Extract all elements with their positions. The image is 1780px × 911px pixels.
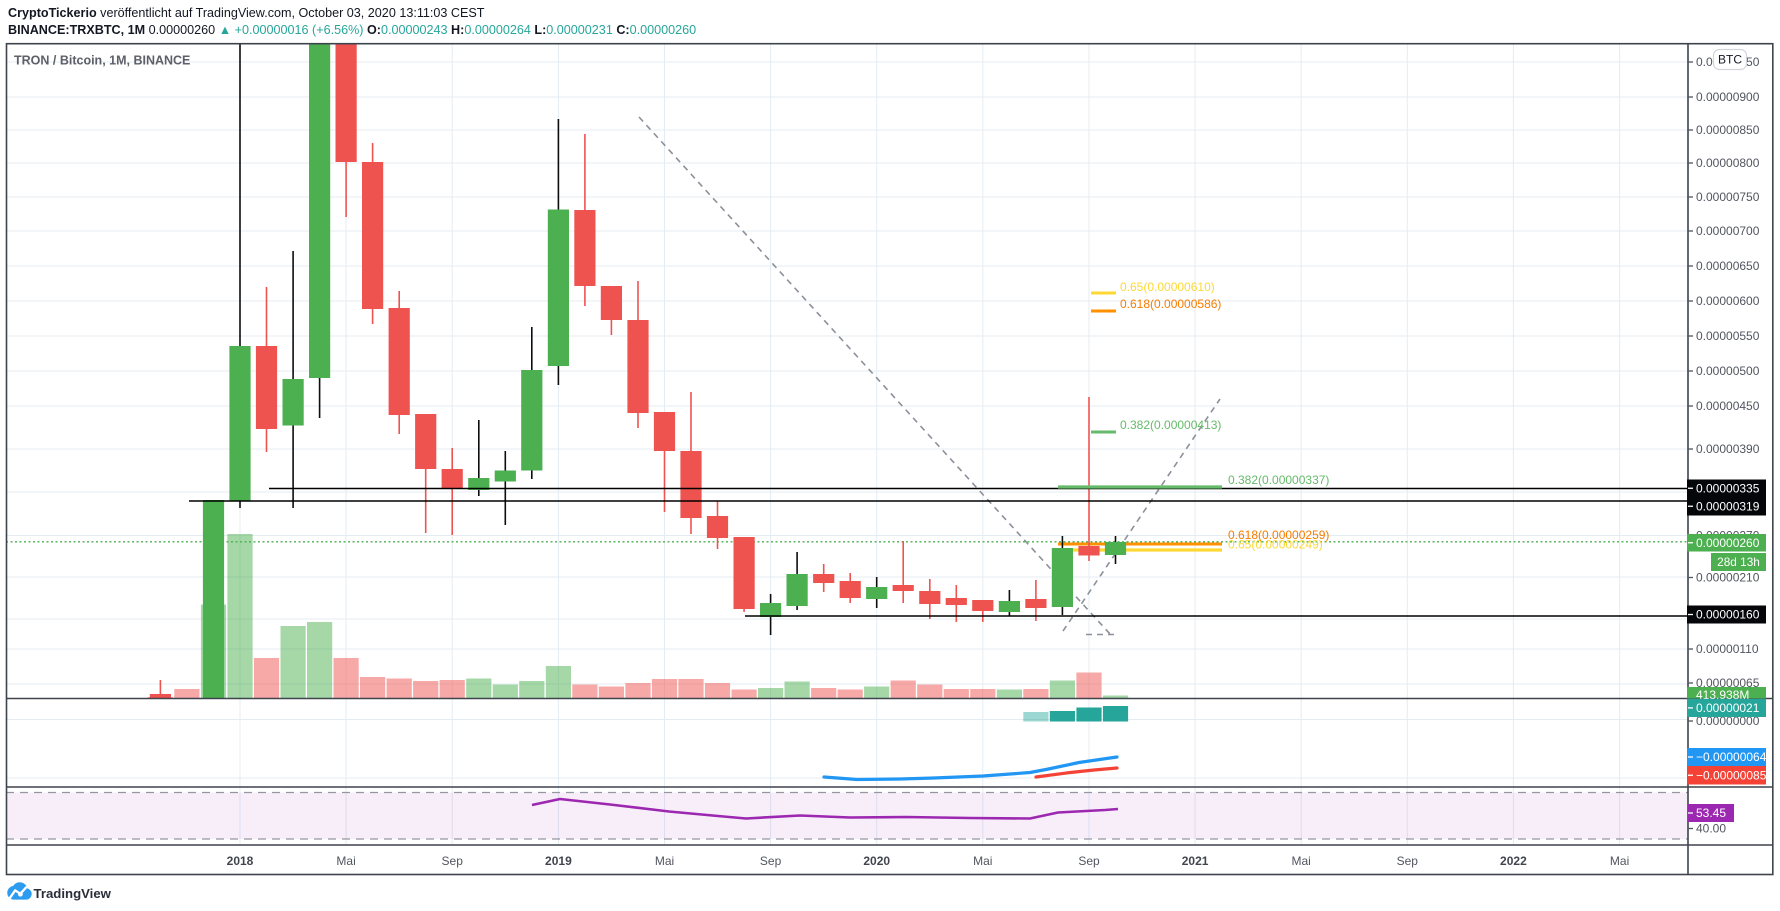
- svg-text:0.618(0.00000586): 0.618(0.00000586): [1120, 297, 1221, 311]
- svg-text:0.00000900: 0.00000900: [1696, 90, 1760, 104]
- svg-text:TRON / Bitcoin, 1M, BINANCE: TRON / Bitcoin, 1M, BINANCE: [14, 54, 190, 68]
- svg-text:0.00000021: 0.00000021: [1696, 701, 1760, 715]
- svg-text:0.65(0.00000249): 0.65(0.00000249): [1228, 538, 1323, 552]
- svg-text:0.00000550: 0.00000550: [1696, 329, 1760, 343]
- svg-text:0.00000850: 0.00000850: [1696, 123, 1760, 137]
- svg-text:0.00000390: 0.00000390: [1696, 442, 1760, 456]
- svg-text:0.00000650: 0.00000650: [1696, 259, 1760, 273]
- svg-text:Sep: Sep: [442, 854, 464, 868]
- svg-text:0.00000800: 0.00000800: [1696, 156, 1760, 170]
- svg-text:40.00: 40.00: [1696, 822, 1726, 836]
- svg-text:0.00000065: 0.00000065: [1696, 676, 1760, 690]
- svg-text:−0.00000085: −0.00000085: [1696, 769, 1767, 783]
- svg-text:2022: 2022: [1500, 854, 1527, 868]
- svg-text:0.00000000: 0.00000000: [1696, 714, 1760, 728]
- svg-text:−0.00000064: −0.00000064: [1696, 750, 1767, 764]
- svg-text:2018: 2018: [227, 854, 254, 868]
- svg-text:CryptoTickerio veröffentlicht: CryptoTickerio veröffentlicht auf Tradin…: [8, 6, 485, 20]
- svg-text:0.00000750: 0.00000750: [1696, 190, 1760, 204]
- svg-text:0.00000335: 0.00000335: [1696, 481, 1760, 495]
- svg-text:0.382(0.00000337): 0.382(0.00000337): [1228, 473, 1329, 487]
- svg-text:2020: 2020: [863, 854, 890, 868]
- svg-text:2021: 2021: [1182, 854, 1209, 868]
- svg-text:0.00000600: 0.00000600: [1696, 294, 1760, 308]
- svg-text:0.618(0.00000259): 0.618(0.00000259): [1228, 528, 1329, 542]
- svg-text:0.00000260: 0.00000260: [1696, 536, 1760, 550]
- svg-text:2019: 2019: [545, 854, 572, 868]
- svg-text:0.00000110: 0.00000110: [1696, 642, 1759, 656]
- svg-text:Mai: Mai: [1292, 854, 1311, 868]
- svg-text:BTC: BTC: [1718, 53, 1742, 67]
- svg-text:Mai: Mai: [655, 854, 674, 868]
- svg-text:28d 13h: 28d 13h: [1717, 555, 1760, 569]
- svg-text:Sep: Sep: [1397, 854, 1419, 868]
- svg-text:53.45: 53.45: [1696, 806, 1726, 820]
- svg-text:0.00000450: 0.00000450: [1696, 399, 1760, 413]
- svg-text:413.938M: 413.938M: [1696, 688, 1749, 702]
- svg-text:0.00000319: 0.00000319: [1696, 499, 1760, 513]
- svg-text:TradingView: TradingView: [34, 886, 112, 901]
- svg-text:0.00000700: 0.00000700: [1696, 224, 1760, 238]
- svg-text:0.382(0.00000413): 0.382(0.00000413): [1120, 418, 1221, 432]
- svg-text:0.65(0.00000610): 0.65(0.00000610): [1120, 280, 1215, 294]
- svg-text:0.00000500: 0.00000500: [1696, 364, 1760, 378]
- svg-text:Mai: Mai: [336, 854, 355, 868]
- svg-text:Sep: Sep: [760, 854, 782, 868]
- svg-text:Sep: Sep: [1078, 854, 1100, 868]
- svg-text:0.00000210: 0.00000210: [1696, 571, 1760, 585]
- svg-text:BINANCE:TRXBTC, 1M 0.00000260: BINANCE:TRXBTC, 1M 0.00000260 ▲ +0.00000…: [8, 23, 696, 37]
- svg-text:0.00000160: 0.00000160: [1696, 608, 1760, 622]
- svg-text:Mai: Mai: [1610, 854, 1629, 868]
- svg-text:Mai: Mai: [973, 854, 992, 868]
